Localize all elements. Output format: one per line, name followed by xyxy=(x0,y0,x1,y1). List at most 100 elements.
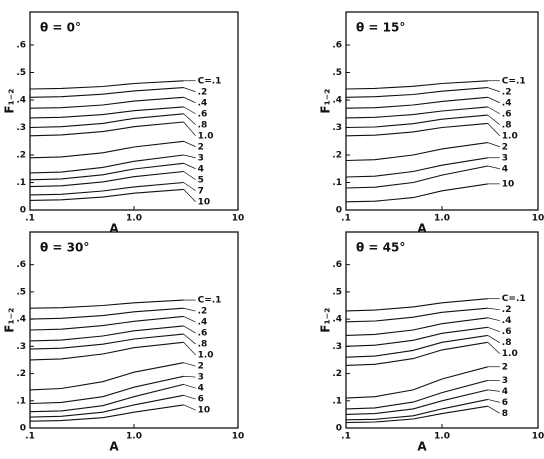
curve-label: C=.1 xyxy=(198,296,222,306)
curve-label: 6 xyxy=(198,395,204,405)
curve-label: 2 xyxy=(502,142,508,152)
y-tick-label: .6 xyxy=(332,260,342,270)
curve-label: .8 xyxy=(198,120,208,130)
curve xyxy=(345,334,488,358)
x-tick-label: 10 xyxy=(532,432,544,442)
curve-label: 2 xyxy=(198,142,204,152)
curve xyxy=(29,394,184,418)
curve xyxy=(345,298,488,312)
curve-label: .6 xyxy=(198,329,208,339)
y-tick-label: .2 xyxy=(332,369,342,379)
curve xyxy=(345,122,488,137)
label-leader xyxy=(487,123,501,136)
y-tick-label: .4 xyxy=(16,96,26,106)
curve xyxy=(29,170,184,188)
panel: θ = 15°0.1.2.3.4.5.6.1 1.0 10AF₁₋₂C=.1.2.4… xyxy=(319,11,544,236)
y-tick-label: .3 xyxy=(332,342,342,352)
curve-label: 7 xyxy=(198,186,204,196)
curve-label: 10 xyxy=(502,179,515,189)
curve xyxy=(345,183,488,203)
curve-label: 1.0 xyxy=(502,349,518,359)
label-leader xyxy=(183,96,196,104)
y-tick-label: 0 xyxy=(20,206,26,216)
x-tick-label: .1 xyxy=(341,432,351,442)
curve-label: 10 xyxy=(198,197,211,207)
x-tick-label: .1 xyxy=(25,214,35,224)
y-tick-label: .4 xyxy=(332,96,342,106)
y-tick-label: .1 xyxy=(332,178,342,188)
x-tick-label: 1.0 xyxy=(434,432,450,442)
panel-title: θ = 45° xyxy=(356,241,405,255)
curve-label: 4 xyxy=(198,384,204,394)
curve xyxy=(29,375,184,405)
y-tick-label: .6 xyxy=(332,41,342,51)
label-leader xyxy=(183,121,196,136)
panel-title: θ = 0° xyxy=(40,21,81,35)
x-axis-label: A xyxy=(109,440,119,454)
curve-label: .4 xyxy=(198,318,208,328)
curve xyxy=(29,307,184,320)
label-leader xyxy=(183,182,196,192)
curve-label: .2 xyxy=(502,305,512,315)
curve-label: 1.0 xyxy=(198,131,214,141)
curve-label: 1.0 xyxy=(502,131,518,141)
curve xyxy=(345,80,488,90)
label-leader xyxy=(487,405,500,414)
label-leader xyxy=(487,307,500,311)
y-tick-label: .2 xyxy=(16,151,26,161)
curve xyxy=(29,106,184,119)
x-tick-label: 1.0 xyxy=(434,214,450,224)
curve xyxy=(345,165,488,189)
curve-label: .2 xyxy=(198,87,208,97)
curve-label: 10 xyxy=(198,406,211,416)
curve xyxy=(345,307,488,323)
y-tick-label: .5 xyxy=(332,287,342,297)
y-tick-label: .2 xyxy=(332,151,342,161)
curve xyxy=(345,405,488,424)
y-axis-label: F₁₋₂ xyxy=(319,89,333,114)
y-tick-label: .5 xyxy=(16,287,26,297)
curve xyxy=(29,362,184,391)
label-leader xyxy=(183,106,196,115)
label-leader xyxy=(183,384,196,389)
curve xyxy=(345,326,488,347)
y-tick-label: .5 xyxy=(332,68,342,78)
curve-label: 3 xyxy=(502,376,508,386)
label-leader xyxy=(487,142,500,148)
curve xyxy=(345,389,488,415)
label-leader xyxy=(487,399,500,403)
label-leader xyxy=(183,342,196,356)
curve xyxy=(29,87,184,98)
y-tick-label: .6 xyxy=(16,41,26,51)
curve-label: 8 xyxy=(502,409,508,419)
curve-label: 6 xyxy=(502,398,508,408)
y-tick-label: .5 xyxy=(16,68,26,78)
label-leader xyxy=(183,140,196,148)
x-axis-label: A xyxy=(417,440,427,454)
curve-label: 1.0 xyxy=(198,351,214,361)
curve-label: 3 xyxy=(502,153,508,163)
x-tick-label: .1 xyxy=(341,214,351,224)
curve xyxy=(345,114,488,129)
label-leader xyxy=(183,362,196,367)
label-leader xyxy=(487,317,500,322)
label-leader xyxy=(183,325,196,334)
curve xyxy=(29,96,184,109)
label-leader xyxy=(183,307,196,312)
curve-label: 2 xyxy=(198,362,204,372)
y-tick-label: 0 xyxy=(336,424,342,434)
label-leader xyxy=(487,114,501,126)
curve-label: .8 xyxy=(502,120,512,130)
y-tick-label: .2 xyxy=(16,369,26,379)
y-tick-label: .1 xyxy=(16,178,26,188)
curve xyxy=(29,121,184,137)
curve-label: .4 xyxy=(502,98,512,108)
curve xyxy=(345,366,488,399)
curve xyxy=(29,325,184,342)
curve-label: 3 xyxy=(198,153,204,163)
label-leader xyxy=(183,87,196,93)
curve-label: C=.1 xyxy=(502,76,526,86)
x-tick-label: 1.0 xyxy=(126,432,142,442)
label-leader xyxy=(487,326,500,333)
curve-label: .2 xyxy=(198,307,208,317)
